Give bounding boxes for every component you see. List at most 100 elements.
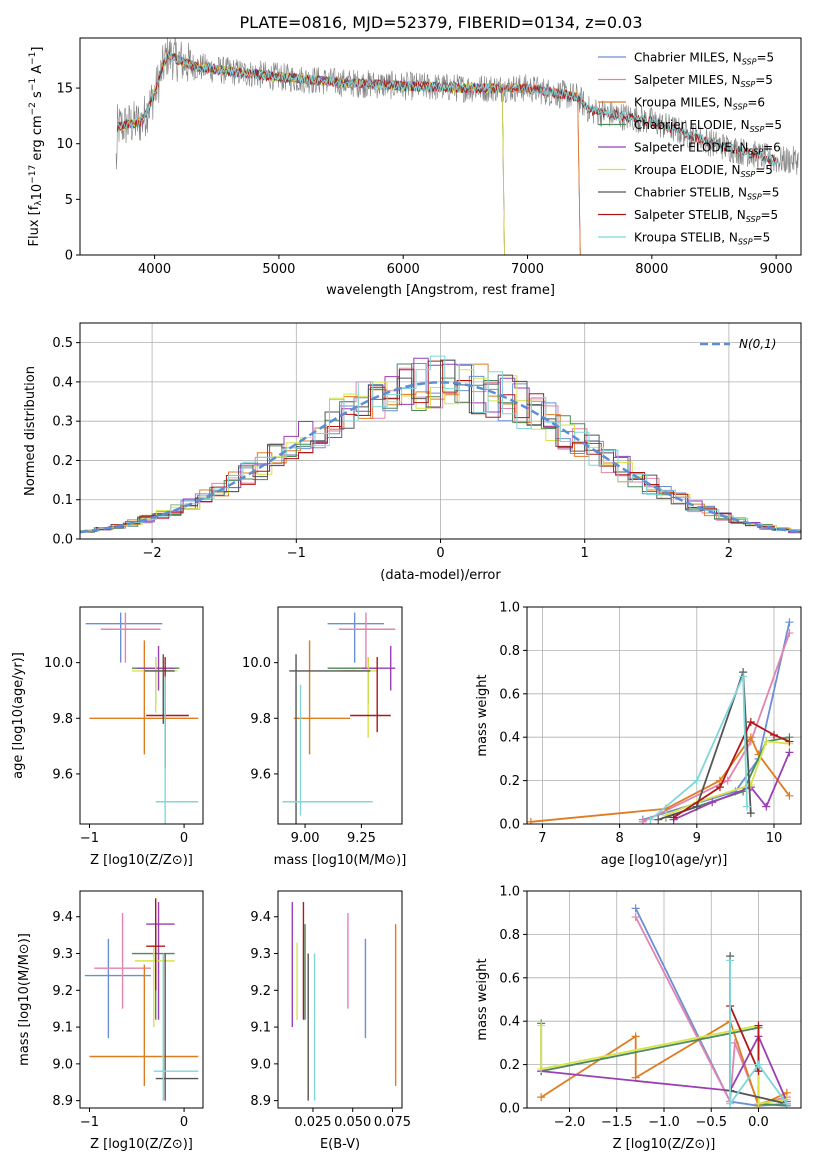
weight-marker bbox=[537, 1093, 546, 1102]
weight-marker bbox=[769, 731, 778, 740]
weight-marker bbox=[754, 1060, 763, 1069]
y-tick-label: 0.3 bbox=[52, 415, 73, 430]
x-tick-label: 0.050 bbox=[334, 1115, 371, 1130]
legend-label: Kroupa ELODIE, NSSP=5 bbox=[634, 163, 773, 179]
y-tick-label: 0.8 bbox=[499, 928, 520, 943]
x-tick-label: 0 bbox=[180, 831, 188, 846]
y-tick-label: 0.4 bbox=[499, 731, 520, 746]
plot-area-age-vs-Z bbox=[85, 612, 199, 824]
x-tick-label: 9.25 bbox=[347, 831, 376, 846]
weight-marker bbox=[537, 1064, 546, 1073]
y-tick-label: 0.6 bbox=[499, 687, 520, 702]
axes-frame bbox=[277, 890, 403, 1109]
x-tick-label: 6000 bbox=[387, 262, 420, 277]
legend: Chabrier MILES, NSSP=5 Salpeter MILES, NS… bbox=[598, 51, 782, 247]
weight-marker bbox=[537, 1021, 546, 1030]
y-tick-label: 8.9 bbox=[250, 1094, 271, 1109]
y-tick-label: 9.4 bbox=[250, 910, 271, 925]
weight-marker bbox=[631, 913, 640, 922]
axes-frame bbox=[79, 37, 802, 256]
y-axis-label: Normed distribution bbox=[23, 366, 38, 496]
y-tick-label: 9.8 bbox=[52, 712, 73, 727]
x-tick-label: 1 bbox=[581, 546, 589, 561]
weight-marker bbox=[527, 817, 535, 824]
y-axis-label: Flux [fλ10−17 erg cm−2 s−1 A−1] bbox=[27, 47, 45, 247]
weight-marker bbox=[742, 802, 751, 811]
x-tick-label: 0 bbox=[436, 546, 444, 561]
axes-mass-vs-EBV: 0.025 0.050 0.075 8.9 9.0 9.1 9.2 9.3 9.4 E(B-V) bbox=[250, 890, 411, 1152]
x-tick-label: 8 bbox=[615, 831, 623, 846]
weight-marker bbox=[762, 802, 771, 811]
x-tick-label: −2.0 bbox=[554, 1115, 586, 1130]
legend-label: Chabrier STELIB, NSSP=5 bbox=[634, 186, 779, 202]
x-tick-label: 4000 bbox=[138, 262, 171, 277]
y-axis-label: age [log10(age/yr)] bbox=[11, 652, 26, 779]
x-tick-label: 8000 bbox=[635, 262, 668, 277]
y-tick-label: 10.0 bbox=[242, 656, 271, 671]
x-axis-label: (data-model)/error bbox=[380, 568, 501, 583]
plot-area-weight-vs-Z bbox=[537, 904, 791, 1108]
y-tick-label: 5 bbox=[65, 193, 73, 208]
x-axis-label: age [log10(age/yr)] bbox=[601, 853, 728, 868]
y-tick-label: 9.3 bbox=[52, 947, 73, 962]
x-tick-label: −2 bbox=[143, 546, 162, 561]
y-tick-label: 0.2 bbox=[52, 454, 73, 469]
x-tick-label: 9.00 bbox=[291, 831, 320, 846]
y-tick-label: 10 bbox=[56, 137, 73, 152]
y-tick-label: 0.0 bbox=[52, 533, 73, 548]
legend-label: Kroupa MILES, NSSP=6 bbox=[634, 96, 765, 112]
y-tick-label: 0.6 bbox=[499, 971, 520, 986]
y-tick-label: 0.4 bbox=[52, 375, 73, 390]
weight-line bbox=[729, 960, 788, 1107]
x-tick-label: −1 bbox=[287, 546, 306, 561]
weight-marker bbox=[754, 1099, 763, 1108]
weight-line bbox=[657, 671, 752, 821]
weight-line bbox=[541, 1034, 788, 1102]
legend-label: N(0,1) bbox=[739, 337, 776, 351]
axes-frame bbox=[79, 606, 204, 825]
weight-marker bbox=[762, 737, 771, 746]
y-tick-label: 0.8 bbox=[499, 644, 520, 659]
weight-line bbox=[649, 676, 748, 821]
x-axis-label: Z [log10(Z/Z⊙)] bbox=[90, 1137, 193, 1152]
y-tick-label: 15 bbox=[56, 82, 73, 97]
y-tick-label: 9.8 bbox=[250, 712, 271, 727]
figure-title: PLATE=0816, MJD=52379, FIBERID=0134, z=0… bbox=[239, 13, 642, 32]
plot-area-weight-vs-age bbox=[527, 618, 794, 824]
weight-marker bbox=[785, 791, 794, 800]
weight-marker bbox=[723, 776, 732, 785]
weight-line bbox=[642, 632, 791, 823]
y-tick-label: 9.4 bbox=[52, 910, 73, 925]
weight-marker bbox=[638, 817, 647, 824]
weight-marker bbox=[692, 802, 701, 811]
y-tick-label: 1.0 bbox=[499, 601, 520, 616]
x-tick-label: 9000 bbox=[760, 262, 793, 277]
x-axis-label: wavelength [Angstrom, rest frame] bbox=[326, 283, 555, 298]
axes-spectrum: 4000 5000 6000 7000 8000 9000 0 5 10 15 wavelength… bbox=[27, 37, 802, 298]
x-tick-label: 0.075 bbox=[374, 1115, 411, 1130]
histogram-steps bbox=[82, 360, 801, 533]
weight-marker bbox=[746, 733, 755, 742]
x-axis-label: mass [log10(M/M⊙)] bbox=[274, 853, 407, 868]
y-tick-label: 10.0 bbox=[44, 656, 73, 671]
weight-marker bbox=[692, 776, 701, 785]
legend-label: Salpeter STELIB, NSSP=5 bbox=[634, 208, 778, 224]
weight-marker bbox=[726, 956, 735, 965]
weight-marker bbox=[785, 737, 794, 746]
y-tick-label: 9.6 bbox=[52, 767, 73, 782]
plot-area-residuals bbox=[80, 355, 801, 534]
x-tick-label: 9 bbox=[693, 831, 701, 846]
axes-age-vs-Z: −1 0 9.6 9.8 10.0 Z [log10(Z/Z⊙)] age [log10(a… bbox=[11, 606, 204, 868]
y-tick-label: 0 bbox=[65, 249, 73, 264]
weight-marker bbox=[785, 748, 794, 757]
x-tick-label: 0.025 bbox=[294, 1115, 331, 1130]
x-tick-label: 2 bbox=[725, 546, 733, 561]
x-axis-label: Z [log10(Z/Z⊙)] bbox=[613, 1137, 716, 1152]
weight-marker bbox=[708, 798, 717, 807]
y-tick-label: 9.1 bbox=[52, 1021, 73, 1036]
y-tick-label: 9.2 bbox=[250, 984, 271, 999]
y-axis-label: mass [log10(M/M⊙)] bbox=[17, 933, 32, 1066]
y-axis-label: mass weight bbox=[475, 958, 490, 1040]
y-tick-label: 0.2 bbox=[499, 1058, 520, 1073]
